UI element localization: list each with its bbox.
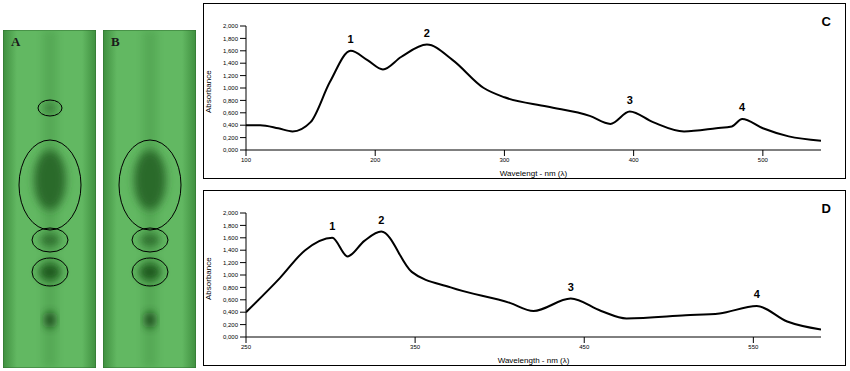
svg-text:100: 100 bbox=[241, 157, 252, 163]
svg-text:1,600: 1,600 bbox=[223, 235, 239, 241]
svg-text:Absorbance: Absorbance bbox=[204, 257, 213, 300]
svg-text:1: 1 bbox=[329, 220, 335, 232]
svg-text:0,000: 0,000 bbox=[223, 147, 239, 153]
svg-text:B: B bbox=[111, 34, 120, 49]
svg-text:0,400: 0,400 bbox=[223, 309, 239, 315]
svg-text:Absorbance: Absorbance bbox=[204, 70, 213, 113]
svg-text:1,200: 1,200 bbox=[223, 73, 239, 79]
svg-text:0,800: 0,800 bbox=[223, 98, 239, 104]
svg-text:1: 1 bbox=[348, 33, 354, 45]
html-text:C: C bbox=[821, 14, 831, 29]
svg-text:0,600: 0,600 bbox=[223, 110, 239, 116]
svg-text:1,000: 1,000 bbox=[223, 272, 239, 278]
svg-text:3: 3 bbox=[627, 94, 633, 106]
svg-text:2,000: 2,000 bbox=[223, 23, 239, 29]
svg-text:500: 500 bbox=[758, 157, 769, 163]
svg-text:4: 4 bbox=[754, 288, 761, 300]
svg-text:300: 300 bbox=[499, 157, 510, 163]
svg-text:0,200: 0,200 bbox=[223, 135, 239, 141]
svg-text:250: 250 bbox=[241, 344, 252, 350]
svg-text:Wavelength - nm (λ): Wavelength - nm (λ) bbox=[498, 356, 570, 365]
svg-text:200: 200 bbox=[370, 157, 381, 163]
svg-text:450: 450 bbox=[579, 344, 590, 350]
html-text:D: D bbox=[821, 201, 831, 216]
svg-text:2: 2 bbox=[378, 214, 384, 226]
svg-text:Wavelengt - nm (λ): Wavelengt - nm (λ) bbox=[500, 169, 568, 178]
svg-text:1,000: 1,000 bbox=[223, 85, 239, 91]
svg-text:350: 350 bbox=[410, 344, 421, 350]
svg-text:0,400: 0,400 bbox=[223, 122, 239, 128]
svg-text:0,200: 0,200 bbox=[223, 322, 239, 328]
svg-text:0,800: 0,800 bbox=[223, 285, 239, 291]
svg-text:1,600: 1,600 bbox=[223, 48, 239, 54]
svg-text:1,800: 1,800 bbox=[223, 223, 239, 229]
svg-text:1,400: 1,400 bbox=[223, 60, 239, 66]
svg-text:1,400: 1,400 bbox=[223, 247, 239, 253]
svg-text:0,600: 0,600 bbox=[223, 297, 239, 303]
svg-text:0,000: 0,000 bbox=[223, 334, 239, 340]
svg-text:4: 4 bbox=[739, 101, 746, 113]
svg-text:550: 550 bbox=[748, 344, 759, 350]
svg-text:1,800: 1,800 bbox=[223, 36, 239, 42]
svg-text:1,200: 1,200 bbox=[223, 260, 239, 266]
svg-text:2: 2 bbox=[424, 27, 430, 39]
svg-text:A: A bbox=[11, 34, 21, 49]
svg-text:400: 400 bbox=[629, 157, 640, 163]
svg-text:2,000: 2,000 bbox=[223, 210, 239, 216]
svg-text:3: 3 bbox=[568, 281, 574, 293]
